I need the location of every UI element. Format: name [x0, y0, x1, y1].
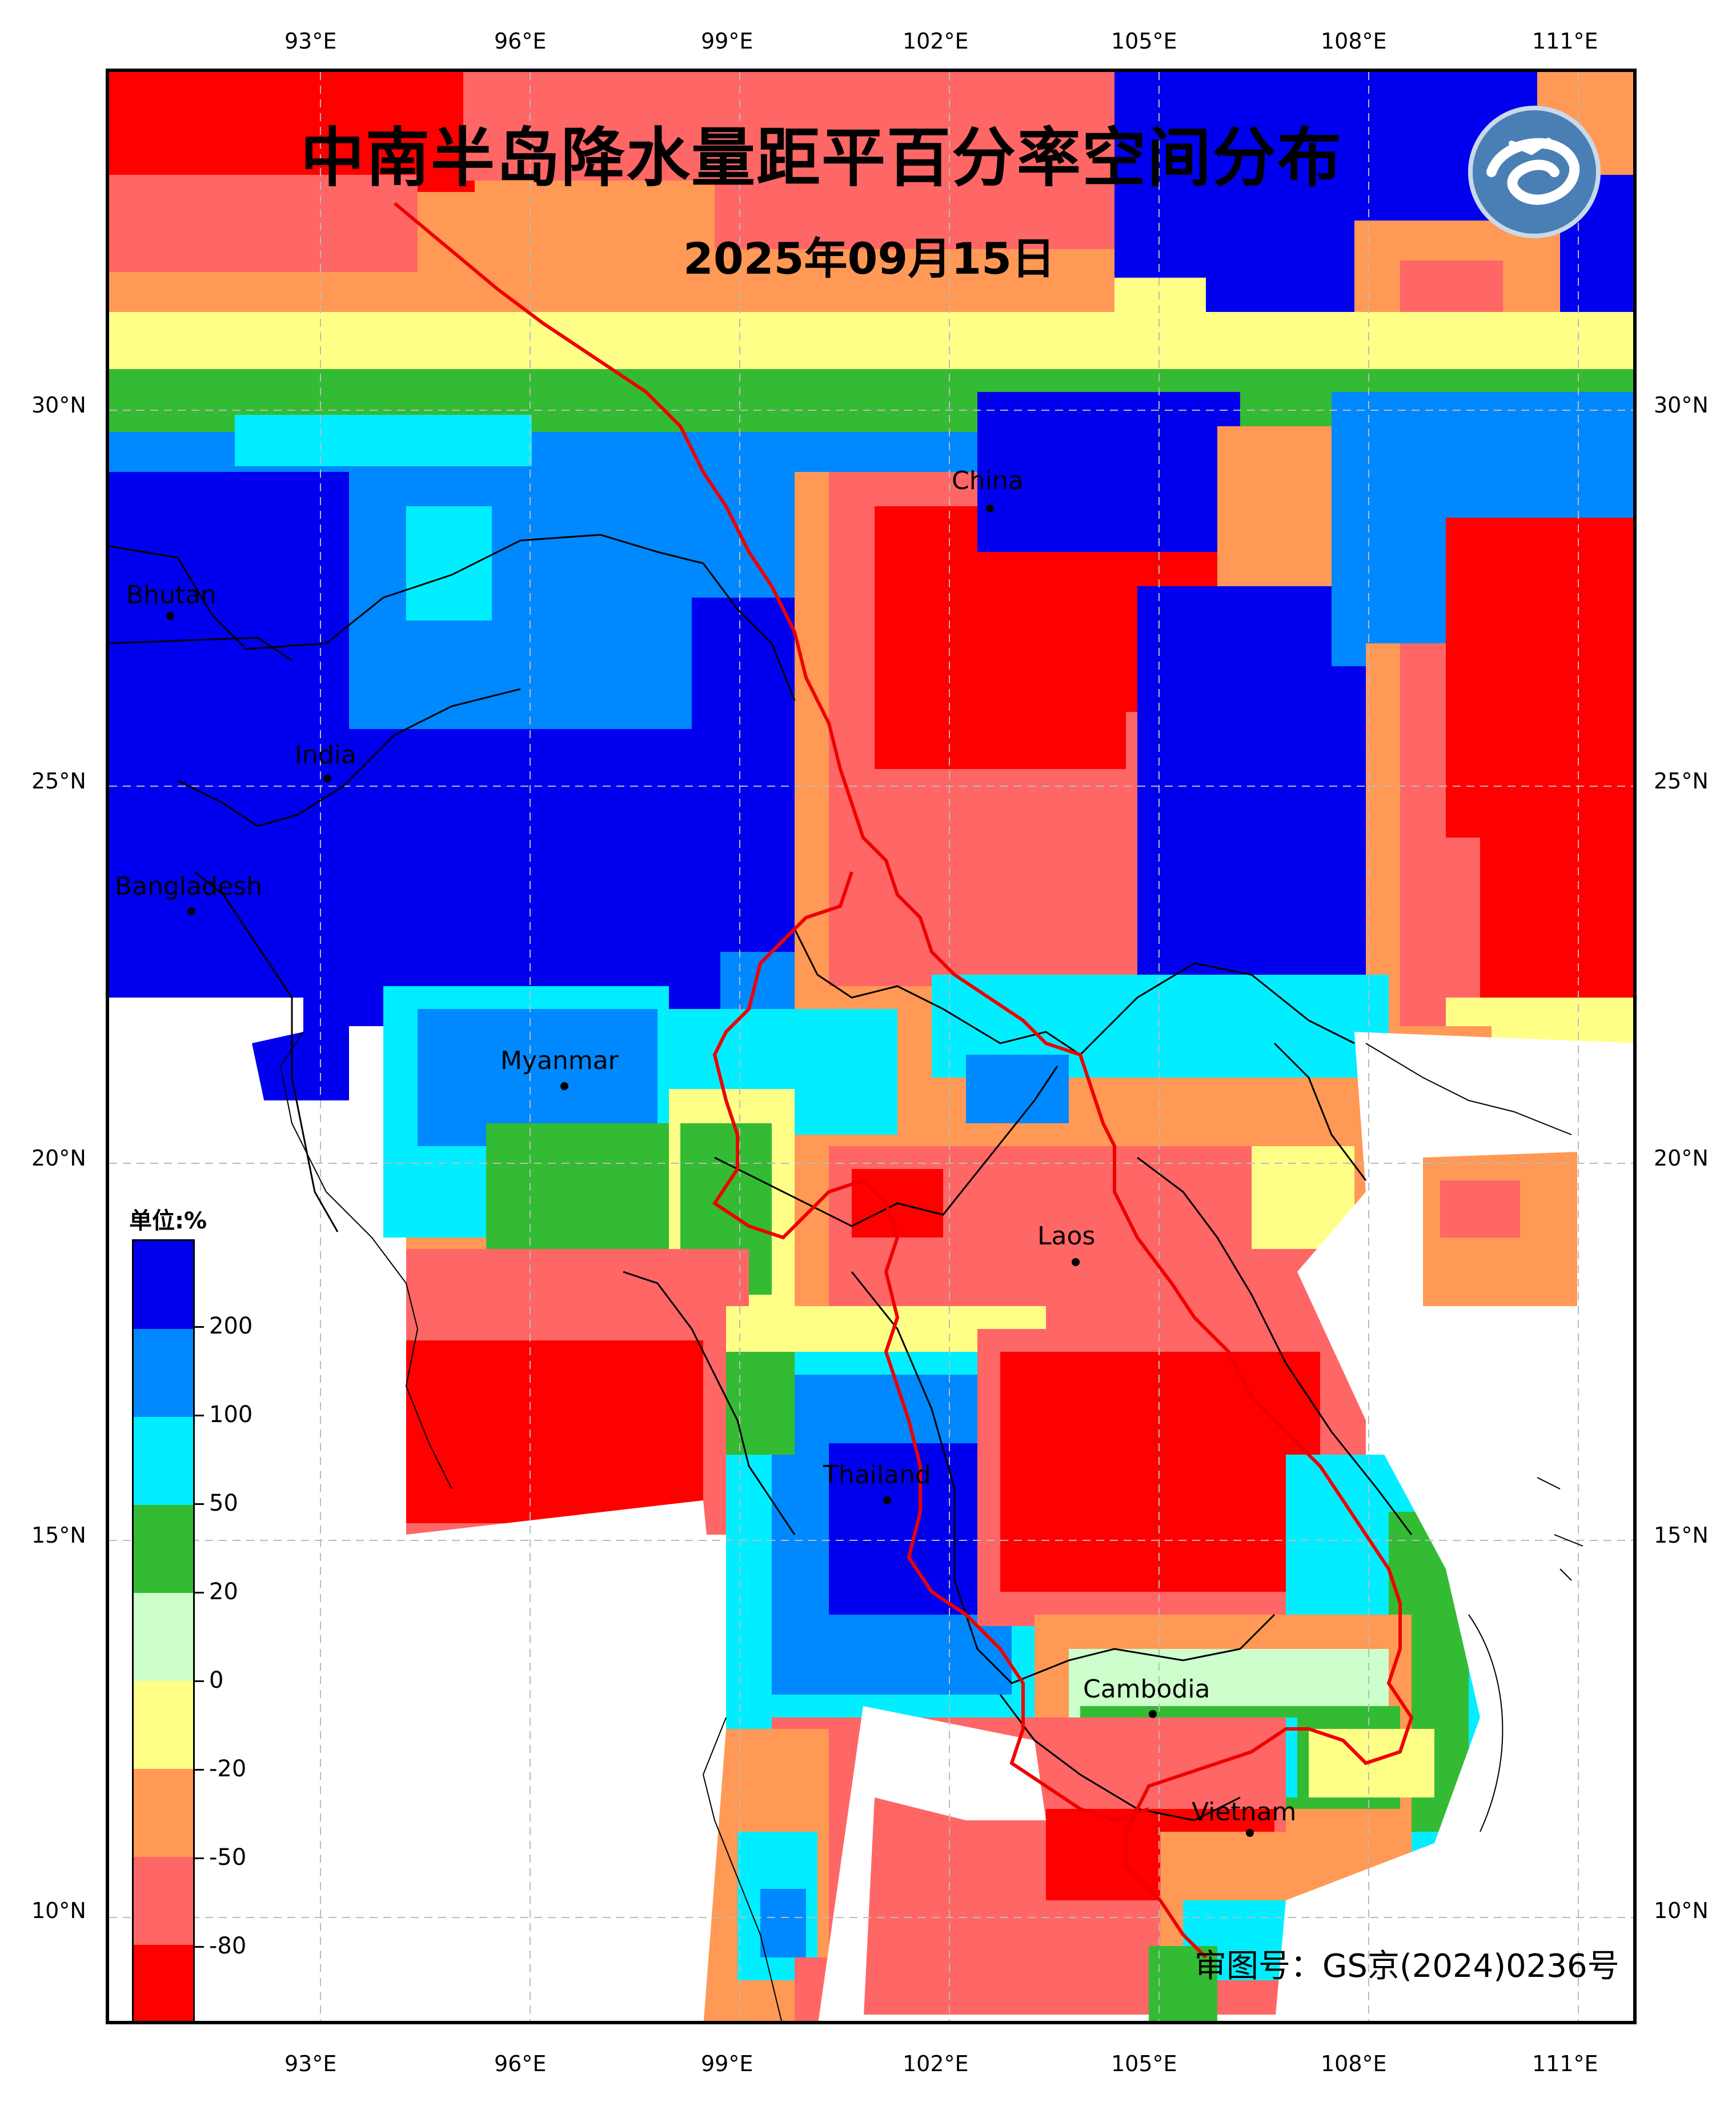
anomaly-region — [1446, 518, 1633, 838]
anomaly-region — [463, 72, 726, 181]
country-borders — [109, 534, 1413, 1821]
dragon-logo-icon — [1468, 106, 1601, 238]
lat-tick-label: 15°N — [1654, 1523, 1709, 1548]
lon-tick-label: 93°E — [284, 2051, 337, 2076]
legend-swatch — [134, 1681, 193, 1769]
legend-label: -20 — [209, 1756, 247, 1782]
place-label-myanmar: Myanmar — [500, 1046, 619, 1075]
anomaly-region — [829, 1443, 977, 1615]
city-marker — [166, 612, 174, 620]
city-marker — [323, 775, 331, 783]
anomaly-region — [966, 1055, 1069, 1123]
place-label-cambodia: Cambodia — [1083, 1675, 1210, 1704]
map-frame[interactable]: 中南半岛降水量距平百分率空间分布 2025年09月15日 审图号：GS京(202… — [106, 69, 1637, 2024]
anomaly-region — [1000, 1352, 1320, 1592]
legend-swatch — [134, 1945, 193, 2021]
andaman-sea — [378, 1500, 726, 2021]
lat-tick-label: 25°N — [1654, 768, 1709, 794]
anomaly-field — [109, 72, 1633, 2021]
city-marker — [883, 1496, 891, 1504]
anomaly-region — [109, 72, 475, 192]
lon-tick-label: 102°E — [903, 2051, 969, 2076]
legend-swatch — [134, 1417, 193, 1505]
legend-label: -80 — [209, 1933, 247, 1959]
legend-swatch — [134, 1505, 193, 1593]
legend-swatch — [134, 1241, 193, 1329]
map-title: 中南半岛降水量距平百分率空间分布 — [300, 121, 1342, 195]
lat-tick-label: 20°N — [1654, 1146, 1709, 1171]
lat-tick-label: 15°N — [31, 1523, 86, 1548]
place-label-bhutan: Bhutan — [126, 580, 217, 610]
map-date: 2025年09月15日 — [683, 233, 1056, 284]
anomaly-region — [977, 392, 1240, 552]
anomaly-region — [109, 312, 1633, 375]
legend-label: 200 — [209, 1313, 253, 1339]
lat-tick-label: 10°N — [31, 1898, 86, 1923]
legend-label: 0 — [209, 1667, 224, 1693]
anomaly-region — [760, 1889, 806, 1957]
legend-label: 20 — [209, 1579, 238, 1605]
lon-tick-label: 108°E — [1321, 2051, 1387, 2076]
legend-swatch — [134, 1593, 193, 1681]
anomaly-region — [1480, 815, 1633, 998]
anomaly-region — [109, 175, 418, 272]
place-label-thailand: Thailand — [823, 1460, 931, 1490]
legend-swatch — [134, 1329, 193, 1417]
place-label-vietnam: Vietnam — [1192, 1797, 1297, 1827]
legend-swatch — [134, 1769, 193, 1857]
city-marker — [1072, 1258, 1080, 1266]
coastlines — [279, 1031, 1583, 2021]
lon-tick-label: 96°E — [494, 2051, 547, 2076]
lon-tick-label: 105°E — [1111, 2051, 1177, 2076]
city-marker — [986, 505, 994, 513]
legend-label: -50 — [209, 1844, 247, 1871]
city-marker — [187, 907, 195, 915]
anomaly-region — [349, 729, 720, 1026]
graticule — [109, 72, 1633, 2021]
gulf-of-thailand — [818, 1706, 1046, 2021]
legend-label: 50 — [209, 1490, 238, 1516]
lat-tick-label: 30°N — [31, 393, 86, 418]
approval-number: 审图号：GS京(2024)0236号 — [1194, 1948, 1619, 1985]
legend-label: 100 — [209, 1402, 253, 1428]
place-label-laos: Laos — [1037, 1222, 1096, 1251]
lon-tick-label: 93°E — [284, 29, 337, 54]
anomaly-region — [406, 1340, 703, 1523]
anomaly-region — [1149, 1946, 1217, 2021]
lat-tick-label: 10°N — [1654, 1898, 1709, 1923]
legend-swatch — [134, 1857, 193, 1945]
legend-unit: 单位:% — [129, 1208, 207, 1234]
lat-tick-label: 20°N — [31, 1146, 86, 1171]
lon-tick-label: 99°E — [701, 2051, 753, 2076]
lon-tick-label: 99°E — [701, 29, 753, 54]
anomaly-region — [235, 415, 532, 466]
city-marker — [560, 1082, 568, 1090]
lon-tick-label: 102°E — [903, 29, 969, 54]
anomaly-region — [406, 506, 492, 620]
hainan-core — [1440, 1180, 1520, 1238]
lon-tick-label: 96°E — [494, 29, 547, 54]
lon-tick-label: 105°E — [1111, 29, 1177, 54]
color-legend — [132, 1239, 195, 2021]
place-label-china: China — [952, 466, 1024, 495]
anomaly-region — [1309, 1729, 1434, 1797]
anomaly-region — [486, 1123, 669, 1272]
city-marker — [1246, 1829, 1254, 1837]
lon-tick-label: 111°E — [1532, 29, 1598, 54]
highlighted-border — [394, 202, 1414, 1959]
anomaly-region — [715, 72, 1114, 249]
precipitation-anomaly-map[interactable] — [109, 72, 1637, 2024]
lon-tick-label: 108°E — [1321, 29, 1387, 54]
anomaly-region — [726, 1352, 795, 1455]
lat-tick-label: 30°N — [1654, 393, 1709, 418]
city-marker — [1149, 1710, 1157, 1718]
lon-tick-label: 111°E — [1532, 2051, 1598, 2076]
place-label-india: India — [295, 740, 356, 770]
place-label-bangladesh: Bangladesh — [115, 872, 262, 901]
lat-tick-label: 25°N — [31, 768, 86, 794]
